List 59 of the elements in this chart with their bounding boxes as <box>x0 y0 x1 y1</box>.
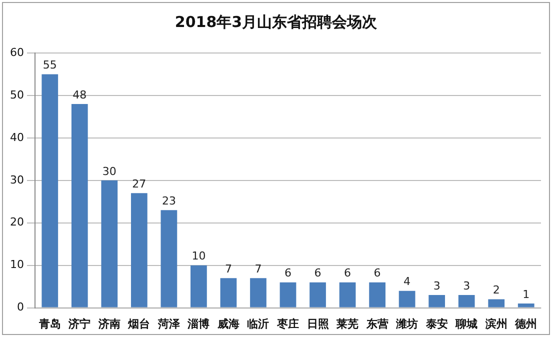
y-tick-label: 0 <box>16 300 24 314</box>
bar <box>101 180 118 308</box>
x-tick-label: 枣庄 <box>276 317 299 330</box>
x-tick-label: 菏泽 <box>156 317 181 330</box>
bar <box>71 104 88 308</box>
y-tick-label: 40 <box>10 130 24 144</box>
y-tick-label: 60 <box>10 46 24 59</box>
x-tick-label: 烟台 <box>127 317 150 330</box>
bar <box>339 282 356 308</box>
y-tick-label: 10 <box>10 258 24 272</box>
x-tick-label: 威海 <box>216 317 240 330</box>
x-tick-label: 淄博 <box>186 317 210 330</box>
data-label: 6 <box>344 266 352 280</box>
bar <box>220 278 237 308</box>
x-tick-label: 临沂 <box>247 317 270 330</box>
x-tick-label: 泰安 <box>424 317 448 330</box>
x-tick-label: 济南 <box>97 317 120 330</box>
data-label: 4 <box>404 275 411 288</box>
data-label: 48 <box>72 88 87 102</box>
data-label: 55 <box>42 58 57 72</box>
x-tick-label: 德州 <box>514 317 538 330</box>
y-tick-label: 50 <box>10 88 24 102</box>
bar <box>42 74 58 308</box>
bar <box>280 282 296 308</box>
bar <box>130 193 148 308</box>
bar <box>398 290 416 308</box>
data-label: 30 <box>102 164 116 178</box>
data-label: 23 <box>162 194 176 208</box>
bar <box>428 295 446 308</box>
data-label: 3 <box>433 279 440 292</box>
chart-title: 2018年3月山东省招聘会场次 <box>174 13 378 32</box>
data-label: 3 <box>463 279 470 292</box>
data-label: 6 <box>314 266 322 280</box>
bar <box>310 282 326 308</box>
data-label: 7 <box>224 262 232 276</box>
bar <box>190 265 207 308</box>
data-label: 27 <box>132 178 146 190</box>
data-label: 6 <box>374 266 381 280</box>
x-tick-label: 青岛 <box>38 317 61 330</box>
data-label: 6 <box>284 266 292 280</box>
bar <box>488 299 505 308</box>
x-tick-label: 莱芜 <box>336 317 359 330</box>
bar <box>250 278 266 308</box>
data-label: 2 <box>492 284 500 297</box>
bar <box>458 295 475 308</box>
bar <box>369 282 386 308</box>
data-label: 10 <box>192 250 206 263</box>
bar <box>518 304 534 308</box>
x-tick-label: 滨州 <box>484 317 508 330</box>
y-tick-label: 20 <box>10 216 24 229</box>
y-tick-label: 30 <box>10 173 24 186</box>
x-tick-label: 济宁 <box>68 317 91 330</box>
x-tick-label: 潍坊 <box>395 317 418 330</box>
bar <box>160 210 178 308</box>
x-tick-label: 聊城 <box>454 317 478 330</box>
x-tick-label: 东营 <box>365 317 388 330</box>
x-tick-label: 日照 <box>306 317 329 330</box>
data-label: 1 <box>522 288 530 301</box>
data-label: 7 <box>254 262 262 276</box>
